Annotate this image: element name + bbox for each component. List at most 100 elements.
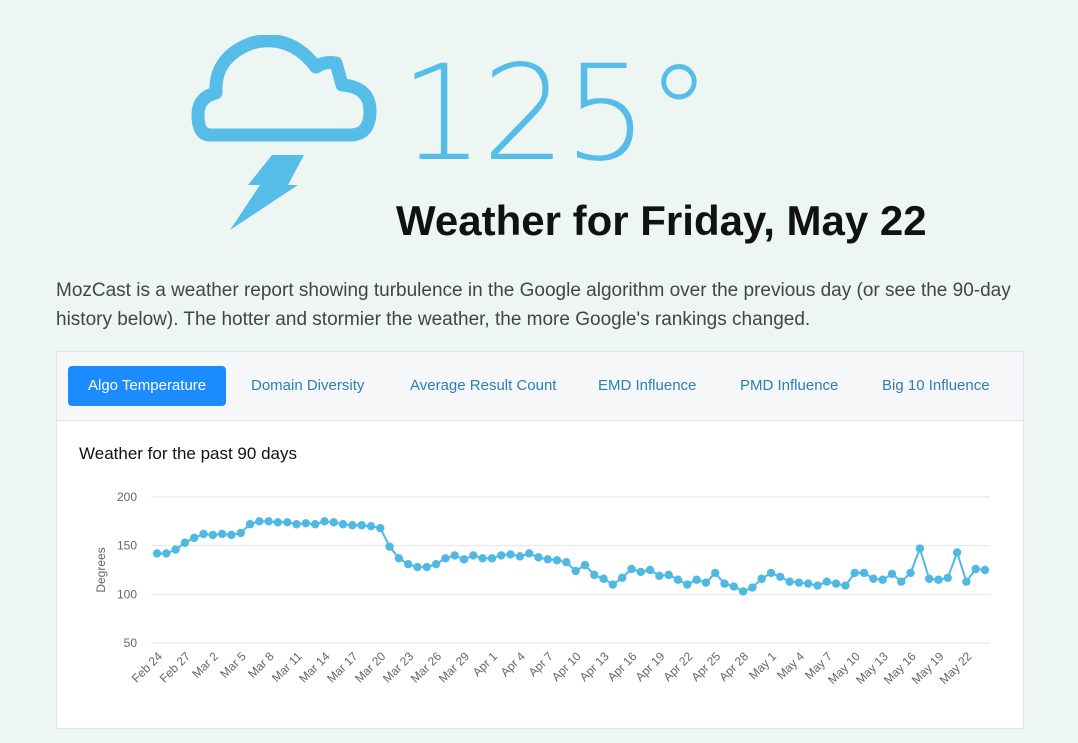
data-point[interactable] xyxy=(673,575,683,584)
data-point[interactable] xyxy=(924,574,934,583)
data-point[interactable] xyxy=(245,520,255,529)
data-point[interactable] xyxy=(357,521,366,530)
data-point[interactable] xyxy=(264,517,273,526)
data-point[interactable] xyxy=(348,521,357,530)
data-point[interactable] xyxy=(748,583,757,592)
tab-domain-diversity[interactable]: Domain Diversity xyxy=(251,377,365,394)
data-point[interactable] xyxy=(543,555,552,564)
data-point[interactable] xyxy=(636,567,645,577)
data-point[interactable] xyxy=(664,570,673,580)
tab-big-10-influence[interactable]: Big 10 Influence xyxy=(882,377,990,394)
data-point[interactable] xyxy=(255,517,264,526)
x-tick-label: Feb 27 xyxy=(157,649,194,686)
data-point[interactable] xyxy=(162,549,171,558)
data-point[interactable] xyxy=(506,550,515,559)
data-point[interactable] xyxy=(617,573,627,582)
data-point[interactable] xyxy=(878,575,887,584)
data-point[interactable] xyxy=(869,574,878,583)
data-point[interactable] xyxy=(320,517,329,526)
data-point[interactable] xyxy=(217,529,227,539)
data-point[interactable] xyxy=(720,579,729,588)
data-point[interactable] xyxy=(571,566,580,576)
tab-algo-temperature[interactable]: Algo Temperature xyxy=(68,366,227,406)
data-point[interactable] xyxy=(608,580,618,589)
data-point[interactable] xyxy=(152,549,162,558)
data-point[interactable] xyxy=(645,565,655,575)
data-point[interactable] xyxy=(952,548,962,557)
data-point[interactable] xyxy=(376,523,385,533)
data-point[interactable] xyxy=(580,560,590,570)
data-point[interactable] xyxy=(338,520,348,529)
data-point[interactable] xyxy=(729,582,739,591)
data-point[interactable] xyxy=(385,542,394,551)
data-point[interactable] xyxy=(627,564,636,574)
data-point[interactable] xyxy=(897,577,906,586)
data-point[interactable] xyxy=(171,545,180,554)
data-point[interactable] xyxy=(822,577,832,586)
data-point[interactable] xyxy=(413,562,422,572)
data-point[interactable] xyxy=(366,522,376,531)
data-point[interactable] xyxy=(859,568,869,578)
data-point[interactable] xyxy=(692,575,701,584)
data-point[interactable] xyxy=(292,520,301,529)
data-point[interactable] xyxy=(227,530,236,540)
data-point[interactable] xyxy=(283,518,292,527)
y-tick-label: 200 xyxy=(117,490,137,504)
data-point[interactable] xyxy=(590,570,599,580)
data-point[interactable] xyxy=(850,568,859,578)
data-point[interactable] xyxy=(524,549,534,558)
data-point[interactable] xyxy=(738,587,748,596)
data-point[interactable] xyxy=(599,574,608,583)
data-point[interactable] xyxy=(394,554,404,563)
data-point[interactable] xyxy=(804,579,813,588)
data-point[interactable] xyxy=(552,556,562,565)
data-point[interactable] xyxy=(831,579,841,588)
data-point[interactable] xyxy=(403,559,413,569)
data-point[interactable] xyxy=(711,568,720,578)
data-point[interactable] xyxy=(562,558,571,567)
data-point[interactable] xyxy=(441,554,450,563)
data-point[interactable] xyxy=(766,568,776,578)
tab-emd-influence[interactable]: EMD Influence xyxy=(598,377,697,394)
data-point[interactable] xyxy=(701,578,711,587)
data-point[interactable] xyxy=(469,551,478,560)
data-point[interactable] xyxy=(962,577,971,586)
data-point[interactable] xyxy=(199,529,208,539)
data-point[interactable] xyxy=(887,569,897,579)
data-point[interactable] xyxy=(301,519,311,528)
data-point[interactable] xyxy=(785,577,794,586)
data-point[interactable] xyxy=(980,565,990,575)
data-point[interactable] xyxy=(208,530,218,540)
data-point[interactable] xyxy=(841,581,850,590)
data-point[interactable] xyxy=(776,572,785,582)
x-tick-label: Mar 5 xyxy=(217,649,249,681)
data-point[interactable] xyxy=(906,568,915,578)
data-point[interactable] xyxy=(497,551,506,560)
data-point[interactable] xyxy=(915,544,925,553)
data-point[interactable] xyxy=(180,538,190,547)
data-point[interactable] xyxy=(813,581,822,590)
tab-pmd-influence[interactable]: PMD Influence xyxy=(740,377,839,394)
data-point[interactable] xyxy=(757,574,766,583)
data-point[interactable] xyxy=(943,573,952,582)
data-point[interactable] xyxy=(422,562,431,572)
data-point[interactable] xyxy=(310,520,320,529)
data-point[interactable] xyxy=(487,554,497,563)
data-point[interactable] xyxy=(934,575,943,584)
tab-average-result-count[interactable]: Average Result Count xyxy=(410,377,557,394)
data-point[interactable] xyxy=(534,553,543,562)
data-point[interactable] xyxy=(236,528,245,538)
data-point[interactable] xyxy=(655,571,664,581)
data-point[interactable] xyxy=(450,551,459,560)
data-point[interactable] xyxy=(683,580,692,589)
data-point[interactable] xyxy=(273,518,283,527)
data-point[interactable] xyxy=(431,559,441,569)
data-point[interactable] xyxy=(478,554,487,563)
data-point[interactable] xyxy=(515,552,525,561)
data-point[interactable] xyxy=(971,564,980,574)
data-point[interactable] xyxy=(794,578,804,587)
data-point[interactable] xyxy=(190,533,199,543)
data-point[interactable] xyxy=(329,518,338,527)
data-point[interactable] xyxy=(459,555,469,564)
